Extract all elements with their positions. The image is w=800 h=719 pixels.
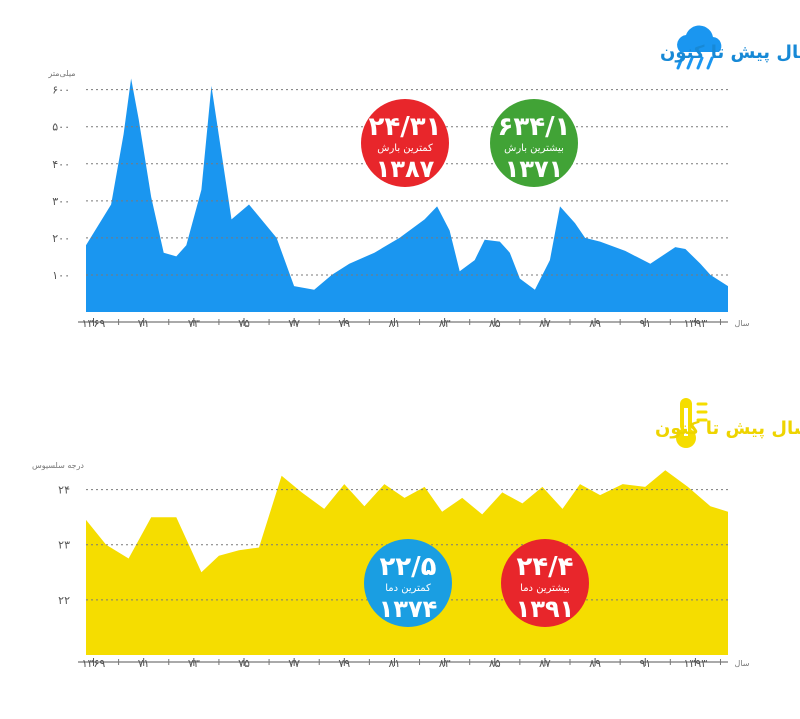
temperature-chart: ۲۲ ۲۳ ۲۴ درجه سلسیوس ۱۳۶۹ ۷۱ ۷۳ ۷۵ ۷۷ ۷۹ ۸۱ ۸۳ ۸۵ ۸۷ ۸… (32, 461, 750, 670)
x-tick-label: ۸۹ (589, 657, 601, 670)
rain-cloud-icon (676, 25, 722, 70)
x-tick-label: ۸۳ (439, 657, 451, 670)
x-tick-label: ۷۹ (338, 657, 350, 670)
badge-value: ۶۳۴/۱ (498, 112, 571, 142)
y-tick-label: ۲۳ (58, 539, 70, 552)
x-tick-label: ۸۹ (589, 317, 601, 330)
chart-title-temperature: دمای سالانه گراش از ۲۵ سال پیش تا کنون (655, 417, 800, 439)
badge-year: ۱۳۷۴ (379, 595, 438, 623)
x-axis-label: سال (735, 659, 750, 668)
x-tick-label: ۱۳۹۳ (684, 657, 708, 670)
badge-caption: بیشترین بارش (504, 143, 564, 154)
x-axis-label: سال (735, 319, 750, 328)
y-axis-label: میلی‌متر (47, 69, 75, 78)
badge-circle (490, 99, 578, 187)
badge-year: ۱۳۷۱ (505, 155, 564, 183)
badge-year: ۱۳۸۷ (376, 155, 435, 183)
x-tick-label: ۷۷ (288, 657, 300, 670)
y-tick-label: ۲۰۰ (52, 232, 70, 245)
y-tick-label: ۲۲ (58, 594, 70, 607)
badge-value: ۲۲/۵ (379, 552, 436, 582)
x-tick-label: ۸۵ (489, 657, 501, 670)
x-tick-label: ۸۷ (539, 657, 551, 670)
x-tick-label: ۱۳۹۳ (684, 317, 708, 330)
x-tick-label: ۸۷ (539, 317, 551, 330)
y-tick-label: ۴۰۰ (52, 158, 70, 171)
rainfall-chart: ۱۰۰ ۲۰۰ ۳۰۰ ۴۰۰ ۵۰۰ ۶۰۰ میلی‌متر ۱۳۶۹ ۷۱ ۷۳ ۷۵ ۷۷ ۷۹… (47, 69, 749, 330)
x-tick-label: ۷۳ (188, 317, 200, 330)
series-area (86, 78, 728, 312)
badge-value: ۲۴/۴ (516, 552, 573, 582)
x-tick-label: ۷۹ (338, 317, 350, 330)
x-tick-label: ۸۱ (389, 317, 401, 330)
y-tick-label: ۳۰۰ (52, 195, 70, 208)
x-tick-label: ۷۳ (188, 657, 200, 670)
badge-circle (361, 99, 449, 187)
chart-title-rainfall: میزان بارش گراش از ۲۵ سال پیش تا کنون (660, 41, 800, 63)
badge-caption: بیشترین دما (520, 583, 570, 594)
x-tick-label: ۱۳۶۹ (82, 317, 106, 330)
x-tick-label: ۸۱ (389, 657, 401, 670)
x-tick-label: ۷۷ (288, 317, 300, 330)
x-tick-label: ۸۳ (439, 317, 451, 330)
y-tick-label: ۱۰۰ (52, 269, 70, 282)
y-tick-label: ۵۰۰ (52, 121, 70, 134)
x-tick-label: ۹۱ (639, 317, 651, 330)
badge-caption: کمترین بارش (377, 143, 433, 154)
x-tick-label: ۷۵ (238, 657, 250, 670)
badge-year: ۱۳۹۱ (516, 595, 575, 623)
x-tick-label: ۷۱ (138, 317, 150, 330)
x-tick-label: ۹۱ (639, 657, 651, 670)
badge-circle (364, 539, 452, 627)
x-tick-label: ۸۵ (489, 317, 501, 330)
badge-caption: کمترین دما (385, 583, 431, 594)
x-tick-label: ۷۵ (238, 317, 250, 330)
badge-value: ۲۴/۳۱ (369, 112, 442, 142)
x-tick-label: ۷۱ (138, 657, 150, 670)
x-tick-label: ۱۳۶۹ (82, 657, 106, 670)
y-axis-label: درجه سلسیوس (32, 461, 84, 470)
y-tick-label: ۲۴ (58, 484, 70, 497)
thermometer-icon (676, 398, 708, 448)
badge-circle (501, 539, 589, 627)
y-tick-label: ۶۰۰ (52, 84, 70, 97)
